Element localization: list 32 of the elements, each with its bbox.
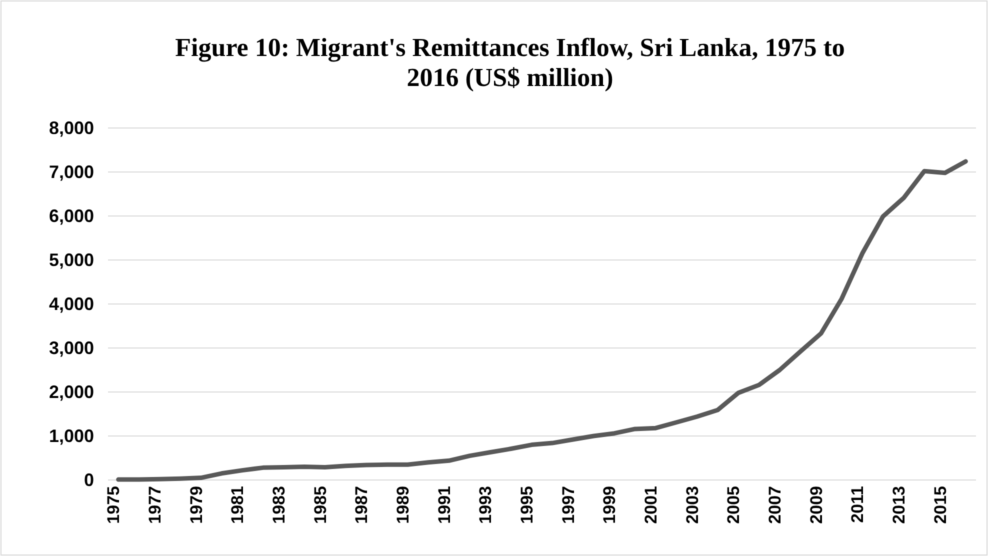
y-tick-label: 4,000 <box>48 294 94 314</box>
x-tick-label: 1985 <box>310 486 330 524</box>
y-tick-label: 0 <box>84 470 94 490</box>
y-tick-label: 5,000 <box>48 250 94 270</box>
x-tick-label: 1999 <box>600 486 620 524</box>
x-tick-label: 1975 <box>104 486 124 524</box>
x-tick-label: 1989 <box>394 486 413 524</box>
y-tick-label: 7,000 <box>48 162 94 182</box>
x-tick-label: 2003 <box>682 486 702 524</box>
x-tick-label: 1997 <box>558 486 578 524</box>
y-tick-label: 3,000 <box>48 338 94 358</box>
x-tick-label: 1979 <box>186 486 206 524</box>
x-tick-label: 1993 <box>476 486 496 524</box>
x-tick-label: 1983 <box>270 486 289 524</box>
x-tick-label: 2007 <box>766 486 785 524</box>
x-tick-label: 1977 <box>146 486 165 524</box>
x-tick-label: 2005 <box>724 486 744 524</box>
x-tick-label: 2011 <box>848 486 868 523</box>
x-tick-label: 1981 <box>228 486 248 524</box>
y-tick-label: 6,000 <box>48 206 94 226</box>
x-tick-label: 2001 <box>642 486 661 524</box>
x-tick-label: 1987 <box>352 486 372 524</box>
x-tick-label: 1995 <box>518 486 537 524</box>
line-series <box>116 159 968 482</box>
y-tick-label: 8,000 <box>48 118 94 138</box>
x-tick-label: 2013 <box>890 486 909 524</box>
x-tick-label: 2009 <box>806 486 826 524</box>
y-tick-label: 1,000 <box>48 426 94 446</box>
x-tick-label: 2015 <box>930 486 950 524</box>
chart-title: Figure 10: Migrant's Remittances Inflow, Sri Lanka, 1975 to 2016 (US$ million) <box>175 33 845 92</box>
x-tick-label: 1991 <box>434 486 454 524</box>
y-tick-label: 2,000 <box>48 382 94 402</box>
